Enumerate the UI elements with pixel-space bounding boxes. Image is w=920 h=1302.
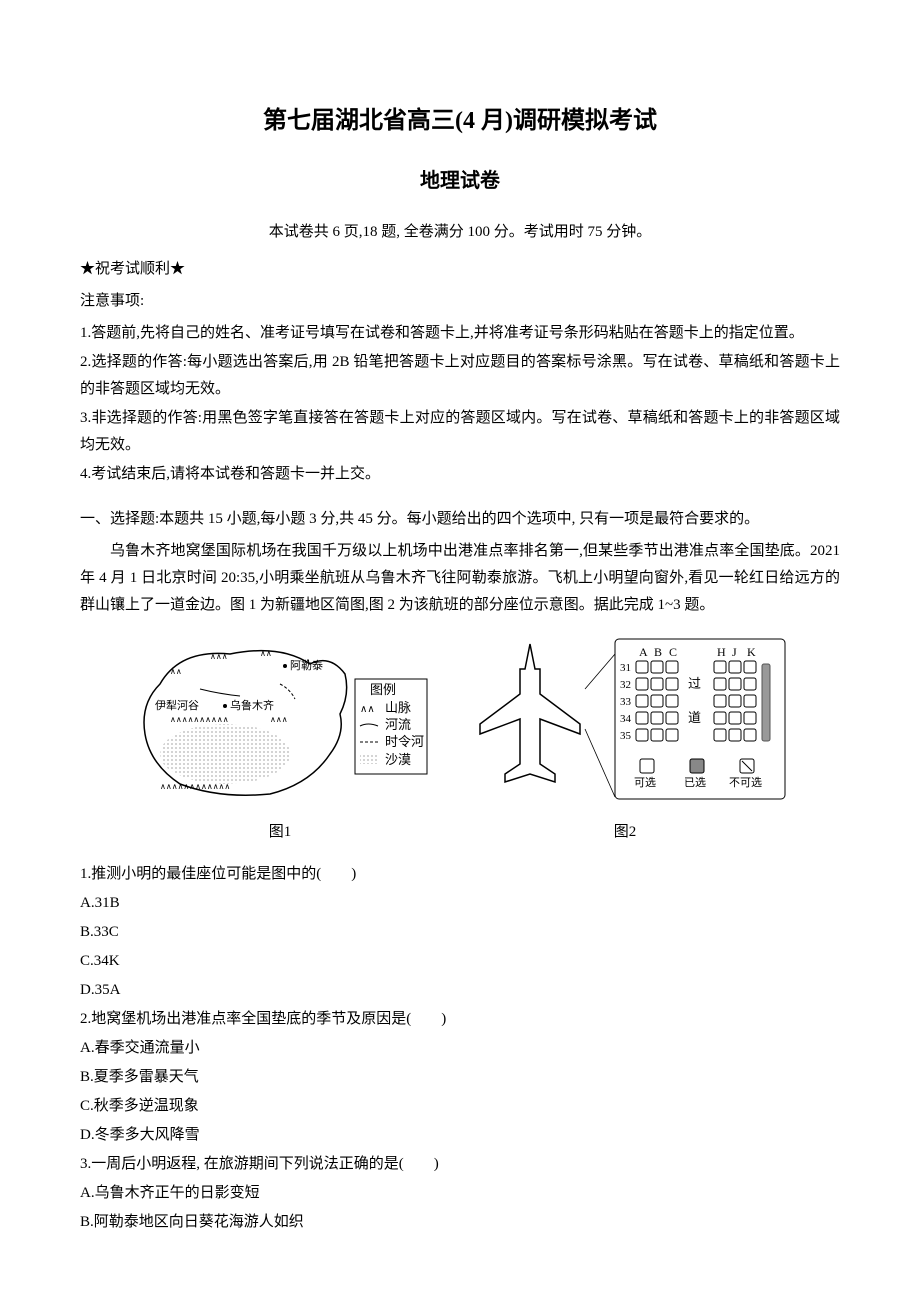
svg-text:∧∧∧: ∧∧∧ [210, 652, 228, 661]
urumqi-label: 乌鲁木齐 [230, 698, 274, 712]
legend-river: 河流 [385, 717, 411, 732]
aisle-top: 过 [688, 676, 701, 691]
question-3-stem: 3.一周后小明返程, 在旅游期间下列说法正确的是( ) [80, 1151, 840, 1178]
seat-col-h: H [717, 645, 726, 659]
row-31: 31 [620, 662, 631, 674]
row-35: 35 [620, 730, 632, 742]
question-3-option-b: B.阿勒泰地区向日葵花海游人如织 [80, 1209, 840, 1236]
instruction-4: 4.考试结束后,请将本试卷和答题卡一并上交。 [80, 461, 840, 488]
section-header: 一、选择题:本题共 15 小题,每小题 3 分,共 45 分。每小题给出的四个选… [80, 506, 840, 533]
legend-selected: 已选 [684, 776, 706, 789]
svg-text:∧∧: ∧∧ [170, 667, 182, 676]
altay-label: 阿勒泰 [290, 658, 323, 672]
figure-2-caption: 图2 [614, 819, 637, 846]
instructions-header: 注意事项: [80, 288, 840, 315]
seat-col-a: A [639, 645, 648, 659]
good-luck-line: ★祝考试顺利★ [80, 256, 840, 283]
question-1-option-d: D.35A [80, 977, 840, 1004]
question-2-option-a: A.春季交通流量小 [80, 1035, 840, 1062]
exam-info: 本试卷共 6 页,18 题, 全卷满分 100 分。考试用时 75 分钟。 [80, 219, 840, 246]
question-1-option-c: C.34K [80, 948, 840, 975]
instruction-3: 3.非选择题的作答:用黑色签字笔直接答在答题卡上对应的答题区域内。写在试卷、草稿… [80, 405, 840, 459]
seat-col-k: K [747, 645, 756, 659]
question-1-option-a: A.31B [80, 890, 840, 917]
row-34: 34 [620, 713, 632, 725]
svg-text:∧∧: ∧∧ [360, 704, 375, 715]
passage-text: 乌鲁木齐地窝堡国际机场在我国千万级以上机场中出港准点率排名第一,但某些季节出港准… [80, 538, 840, 619]
figure-1-caption: 图1 [269, 819, 292, 846]
svg-text:∧∧: ∧∧ [260, 649, 272, 658]
main-title: 第七届湖北省高三(4 月)调研模拟考试 [80, 100, 840, 143]
svg-text:∧∧∧∧∧∧∧∧∧∧: ∧∧∧∧∧∧∧∧∧∧ [170, 715, 229, 724]
aisle-bottom: 道 [688, 710, 701, 725]
question-2-stem: 2.地窝堡机场出港准点率全国垫底的季节及原因是( ) [80, 1006, 840, 1033]
legend-mountain: 山脉 [385, 700, 411, 715]
question-3-option-a: A.乌鲁木齐正午的日影变短 [80, 1180, 840, 1207]
figures-container: ∧∧ ∧∧∧ ∧∧ ∧ 阿勒泰 伊犁河谷 乌鲁木齐 ∧∧∧∧∧∧∧∧∧∧ ∧∧∧… [80, 634, 840, 846]
seat-col-j: J [732, 645, 737, 659]
question-2-option-d: D.冬季多大风降雪 [80, 1122, 840, 1149]
svg-text:∧∧∧: ∧∧∧ [270, 715, 288, 724]
legend-available: 可选 [634, 776, 656, 789]
figure-2-block: A B C H J K 31 32 过 33 [460, 634, 790, 846]
question-1-option-b: B.33C [80, 919, 840, 946]
seat-col-c: C [669, 645, 677, 659]
legend-title: 图例 [370, 682, 396, 697]
sub-title: 地理试卷 [80, 163, 840, 199]
figure-1-block: ∧∧ ∧∧∧ ∧∧ ∧ 阿勒泰 伊犁河谷 乌鲁木齐 ∧∧∧∧∧∧∧∧∧∧ ∧∧∧… [130, 634, 430, 846]
question-2-option-b: B.夏季多雷暴天气 [80, 1064, 840, 1091]
figure-1-map: ∧∧ ∧∧∧ ∧∧ ∧ 阿勒泰 伊犁河谷 乌鲁木齐 ∧∧∧∧∧∧∧∧∧∧ ∧∧∧… [130, 634, 430, 814]
question-1-stem: 1.推测小明的最佳座位可能是图中的( ) [80, 861, 840, 888]
instruction-1: 1.答题前,先将自己的姓名、准考证号填写在试卷和答题卡上,并将准考证号条形码粘贴… [80, 320, 840, 347]
row-33: 33 [620, 696, 632, 708]
question-2-option-c: C.秋季多逆温现象 [80, 1093, 840, 1120]
svg-text:∧∧∧∧∧∧∧∧∧∧∧∧: ∧∧∧∧∧∧∧∧∧∧∧∧ [160, 782, 230, 791]
seat-col-b: B [654, 645, 662, 659]
figure-2-seats: A B C H J K 31 32 过 33 [460, 634, 790, 814]
legend-unavailable: 不可选 [729, 776, 762, 789]
row-32: 32 [620, 679, 631, 691]
instruction-2: 2.选择题的作答:每小题选出答案后,用 2B 铅笔把答题卡上对应题目的答案标号涂… [80, 349, 840, 403]
legend-seasonal: 时令河 [385, 734, 424, 749]
yili-label: 伊犁河谷 [155, 698, 199, 712]
legend-desert: 沙漠 [385, 752, 411, 767]
